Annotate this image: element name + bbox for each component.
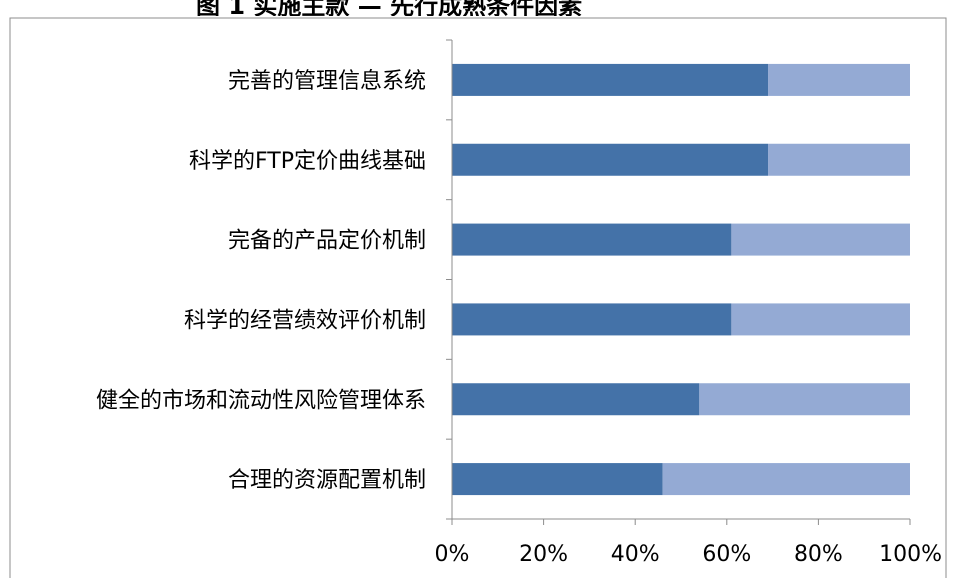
chart-title-fragment: 图 1 实施主款 — 先行成熟条件因素 <box>196 0 583 16</box>
category-label: 完备的产品定价机制 <box>228 229 426 254</box>
x-tick-label: 20% <box>519 542 568 567</box>
x-tick-label: 100% <box>879 542 942 567</box>
category-label: 合理的资源配置机制 <box>228 468 426 493</box>
bar-segment-s2-6 <box>662 463 910 496</box>
bar-segment-s1-6 <box>452 463 663 496</box>
bar-segment-s1-4 <box>452 303 732 336</box>
x-tick-label: 80% <box>794 542 843 567</box>
x-tick-label: 60% <box>702 542 751 567</box>
bar-segment-s1-3 <box>452 223 732 256</box>
category-label: 科学的经营绩效评价机制 <box>184 308 426 333</box>
category-label: 科学的FTP定价曲线基础 <box>189 149 426 174</box>
bar-segment-s1-2 <box>452 143 769 176</box>
category-label: 完善的管理信息系统 <box>228 69 426 94</box>
bar-segment-s1-1 <box>452 63 769 96</box>
chart-border <box>9 17 947 583</box>
category-label: 健全的市场和流动性风险管理体系 <box>96 388 426 413</box>
x-tick-label: 40% <box>611 542 660 567</box>
bar-segment-s2-4 <box>731 303 910 336</box>
bar-segment-s2-1 <box>768 63 910 96</box>
bar-segment-s2-5 <box>699 383 910 416</box>
bar-segment-s2-2 <box>768 143 910 176</box>
bar-segment-s2-3 <box>731 223 910 256</box>
x-tick-label: 0% <box>435 542 470 567</box>
bar-segment-s1-5 <box>452 383 700 416</box>
